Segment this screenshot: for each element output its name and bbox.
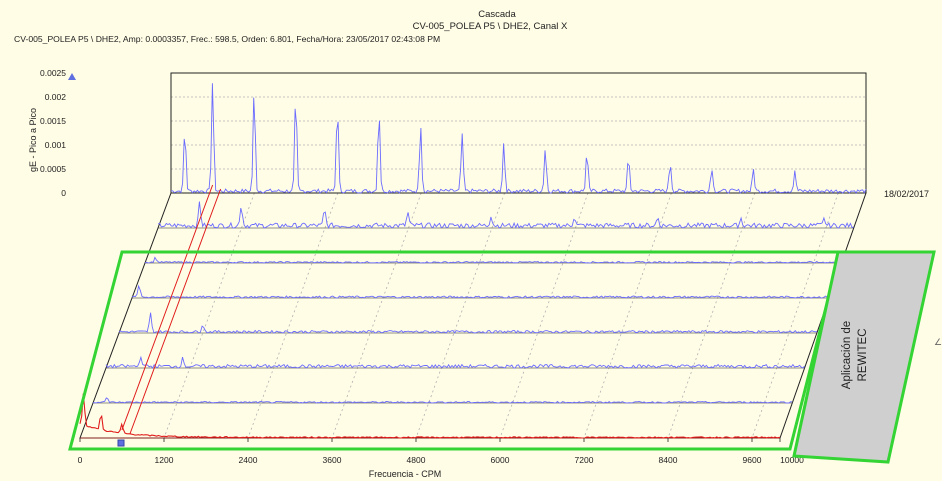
spectrum-trace[interactable] [92,397,793,404]
spectrum-trace[interactable] [131,284,830,299]
cursor-marker[interactable] [117,439,125,447]
x-grid-line [247,192,339,439]
y-tick-label: 0.0015 [40,116,66,126]
chart-title: Cascada [478,9,516,20]
rewitec-callout: Aplicación de REWITEC [792,250,936,464]
rewitec-callout-line1: Aplicación de [841,321,853,389]
spectra-traces [79,83,867,439]
x-tick-label: 1200 [155,455,174,465]
x-axis-label: Frecuencia - CPM [369,469,442,479]
spectrum-trace[interactable] [105,355,805,369]
y-tick-label: 0.002 [45,92,67,102]
chart-subtitle: CV-005_POLEA P5 \ DHE2, Canal X [413,21,568,32]
spectrum-trace[interactable] [144,256,842,264]
back-date-label: 18/02/2017 [884,189,929,199]
x-tick-label: 10000 [780,455,804,465]
x-grid-line [751,192,839,439]
x-grid-line [583,192,672,439]
x-grid-line [163,192,255,439]
cursor-line-harmonic [129,188,222,435]
right-edge-mark: ∠ [934,337,942,347]
x-tick-label: 0 [78,455,83,465]
spectrum-trace-selected[interactable] [79,393,781,439]
x-tick-label: 3600 [323,455,342,465]
x-tick-label: 8400 [659,455,678,465]
spectrum-trace[interactable] [157,201,854,230]
y-axis-ticks: 0.0025 0.002 0.0015 0.001 0.0005 0 [40,68,66,198]
x-tick-label: 2400 [239,455,258,465]
y-tick-label: 0.0005 [40,164,66,174]
x-grid-line [499,192,589,439]
x-tick-label: 9600 [743,455,762,465]
y-tick-label: 0 [61,188,66,198]
rewitec-callout-line2: REWITEC [857,328,869,381]
x-grid-line [667,192,756,439]
cursor-line [121,184,214,431]
y-axis-label: gE - Pico a Pico [28,108,38,172]
rewitec-highlight-box [68,250,842,451]
chart-grid [163,72,866,439]
x-tick-label: 4800 [407,455,426,465]
y-tick-label: 0.0025 [40,68,66,78]
x-grid-line [415,192,505,439]
x-tick-label: 6000 [491,455,510,465]
x-axis-ticks: 0 1200 2400 3600 4800 6000 7200 8400 9600 10000 [78,438,804,465]
y-axis-marker[interactable] [68,73,76,80]
y-tick-label: 0.001 [45,140,67,150]
x-tick-label: 7200 [575,455,594,465]
spectrum-trace[interactable] [170,83,867,194]
x-grid-line [331,192,422,439]
cursor-readout: CV-005_POLEA P5 \ DHE2, Amp: 0.0003357, … [14,34,440,44]
spectrum-trace[interactable] [118,312,817,334]
